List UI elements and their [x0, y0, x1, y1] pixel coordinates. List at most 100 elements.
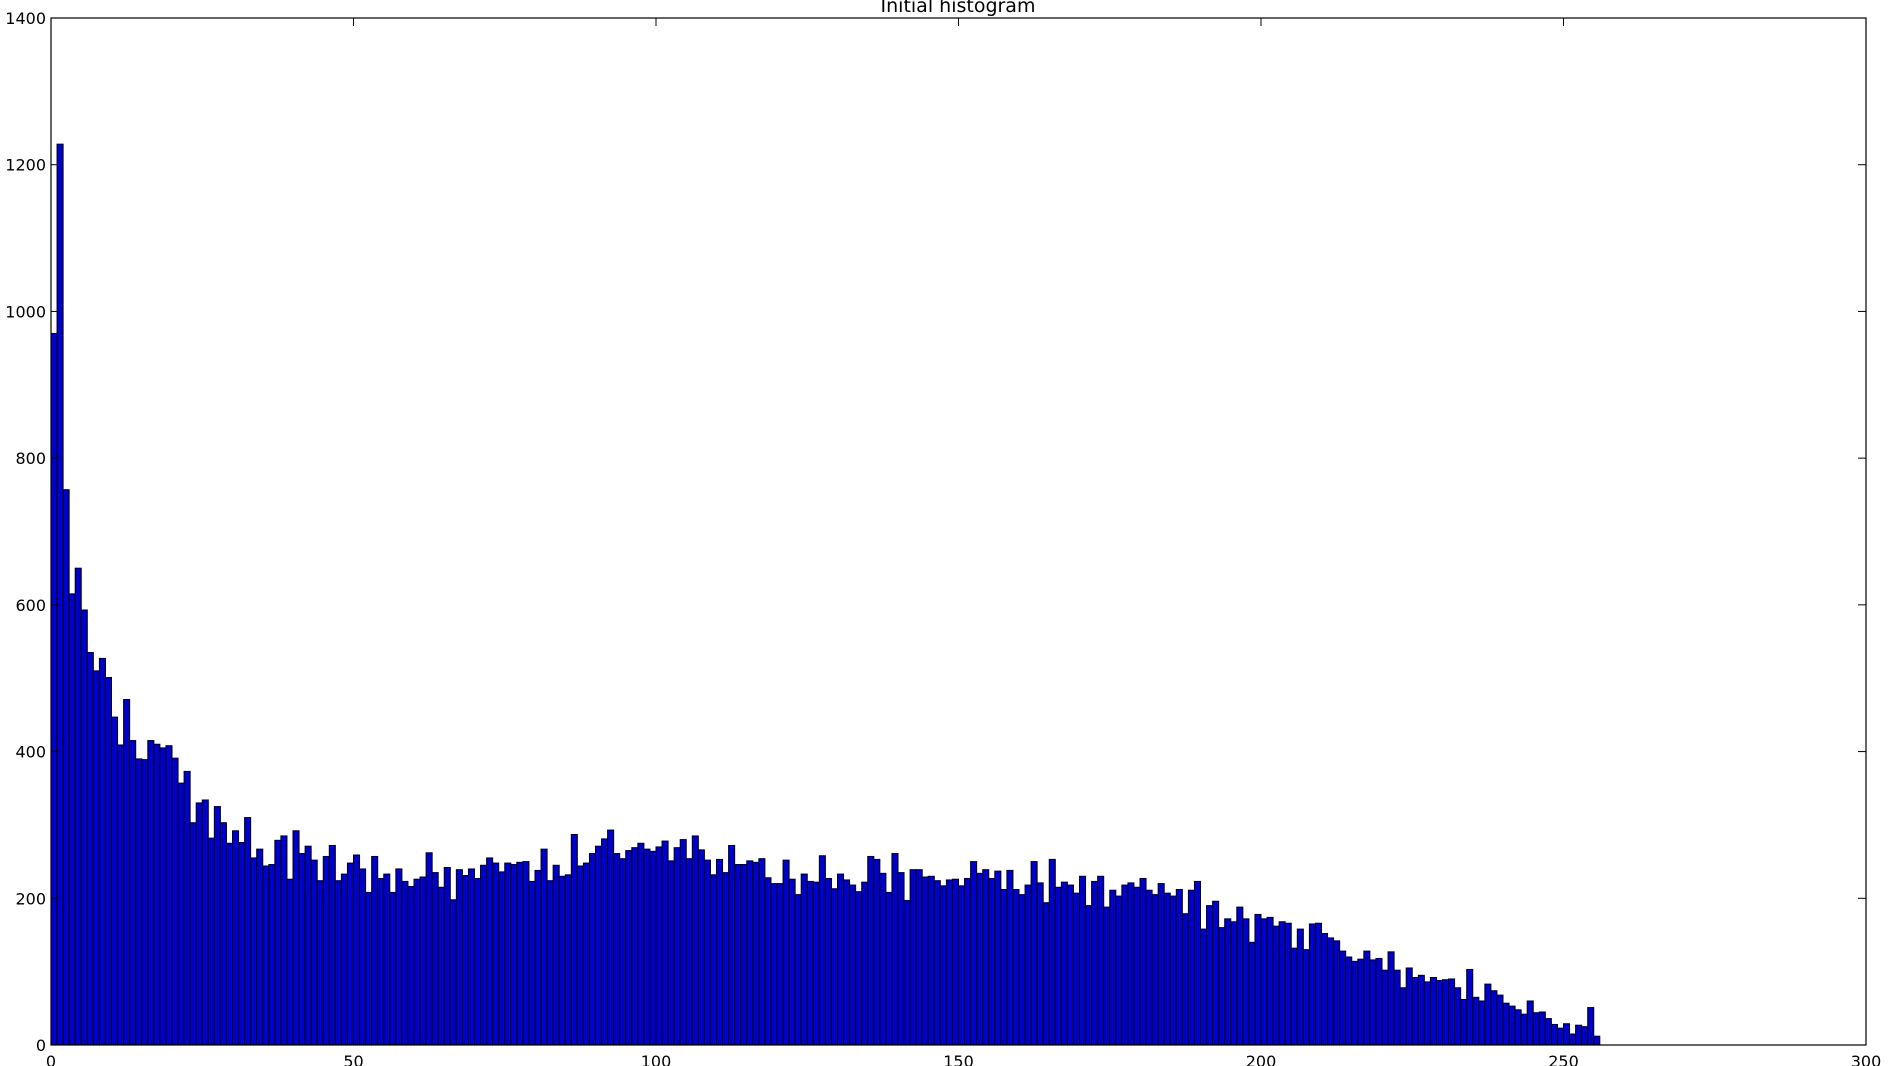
histogram-bar	[56, 143, 64, 1046]
histogram-bar	[601, 838, 609, 1046]
histogram-bar	[177, 782, 185, 1046]
histogram-bar	[1085, 905, 1093, 1046]
histogram-bar	[927, 875, 935, 1046]
histogram-bar	[951, 878, 960, 1046]
histogram-bar	[570, 833, 578, 1046]
histogram-bar	[988, 877, 996, 1046]
histogram-bar	[123, 698, 131, 1046]
histogram-bar	[576, 865, 584, 1046]
histogram-bar	[401, 880, 409, 1046]
histogram-bar	[703, 859, 711, 1046]
histogram-bar	[201, 799, 209, 1046]
histogram-bar	[207, 837, 215, 1046]
histogram-bar	[1405, 967, 1413, 1046]
histogram-bar	[1048, 858, 1056, 1046]
histogram-bar	[843, 879, 851, 1046]
histogram-bar	[794, 894, 802, 1046]
histogram-bar	[1435, 979, 1443, 1046]
histogram-bar	[334, 880, 342, 1046]
histogram-bar	[504, 862, 512, 1046]
histogram-bar	[1206, 905, 1214, 1046]
y-tick-label: 1400	[5, 9, 46, 28]
histogram-bar	[655, 846, 663, 1046]
histogram-bar	[1127, 882, 1135, 1046]
histogram-bar	[195, 802, 203, 1046]
x-tick-label: 100	[641, 1052, 672, 1066]
histogram-bar	[982, 869, 990, 1046]
histogram-bar	[582, 862, 590, 1046]
histogram-bar	[1200, 928, 1208, 1046]
histogram-bar	[679, 839, 687, 1046]
histogram-bar	[691, 835, 699, 1046]
histogram-bar	[310, 859, 318, 1046]
histogram-bar	[111, 716, 119, 1046]
histogram-bar	[1454, 987, 1462, 1046]
histogram-bar	[855, 891, 863, 1046]
histogram-bar	[625, 850, 633, 1046]
histogram-bar	[1060, 881, 1068, 1046]
histogram-bar	[824, 877, 832, 1046]
histogram-bars	[50, 143, 1601, 1046]
histogram-bar	[1308, 923, 1316, 1046]
histogram-bar	[1121, 884, 1129, 1046]
histogram-bar	[407, 886, 415, 1046]
histogram-bar	[98, 657, 106, 1046]
histogram-bar	[849, 884, 857, 1046]
histogram-bar	[189, 822, 197, 1046]
histogram-bar	[909, 869, 917, 1046]
histogram-bar	[232, 830, 240, 1046]
histogram-bar	[1581, 1026, 1589, 1046]
histogram-bar	[1448, 978, 1456, 1046]
histogram-bar	[921, 876, 929, 1046]
histogram-bar	[552, 864, 560, 1046]
histogram-bar	[419, 876, 427, 1046]
histogram-bar	[685, 858, 693, 1046]
histogram-bar	[74, 567, 82, 1046]
histogram-bar	[1079, 875, 1087, 1046]
histogram-bar	[129, 740, 137, 1046]
histogram-bar	[1538, 1011, 1546, 1046]
histogram-bar	[1544, 1018, 1552, 1046]
histogram-bar	[970, 861, 978, 1046]
histogram-bar	[649, 850, 657, 1046]
x-tick-label: 50	[343, 1052, 363, 1066]
histogram-bar	[806, 880, 814, 1046]
histogram-bar	[1284, 922, 1292, 1046]
histogram-bar	[812, 881, 820, 1046]
histogram-bar	[322, 855, 330, 1046]
histogram-bar	[480, 864, 488, 1046]
y-tick-label: 1200	[5, 156, 46, 175]
histogram-bar	[141, 759, 149, 1046]
histogram-bar	[1442, 979, 1450, 1046]
histogram-bar	[1115, 895, 1123, 1046]
histogram-bar	[837, 873, 845, 1046]
histogram-bar	[443, 866, 451, 1046]
histogram-bar	[449, 899, 457, 1046]
histogram-bar	[104, 676, 112, 1046]
histogram-bar	[1260, 918, 1268, 1046]
histogram-bar	[516, 861, 524, 1046]
histogram-bar	[183, 770, 191, 1046]
x-tick-label: 200	[1246, 1052, 1277, 1066]
histogram-bar	[383, 873, 391, 1046]
histogram-bar	[1472, 996, 1480, 1046]
histogram-bar	[86, 652, 94, 1046]
histogram-bar	[746, 860, 754, 1046]
histogram-bar	[1575, 1024, 1583, 1046]
histogram-bar	[292, 830, 300, 1046]
histogram-bar	[274, 839, 282, 1046]
histogram-bar	[631, 847, 639, 1046]
histogram-bar	[1145, 889, 1153, 1046]
histogram-bar	[1272, 925, 1280, 1046]
y-tick-label: 200	[15, 889, 46, 908]
histogram-bar	[1230, 921, 1238, 1046]
histogram-bar	[873, 858, 881, 1046]
histogram-bar	[1363, 950, 1371, 1046]
histogram-bar	[661, 840, 669, 1046]
histogram-bar	[1466, 968, 1474, 1046]
histogram-bar	[1333, 940, 1341, 1046]
histogram-bar	[528, 880, 536, 1046]
histogram-bar	[1375, 957, 1383, 1046]
histogram-bar	[1157, 883, 1165, 1046]
histogram-bar	[1006, 869, 1014, 1046]
